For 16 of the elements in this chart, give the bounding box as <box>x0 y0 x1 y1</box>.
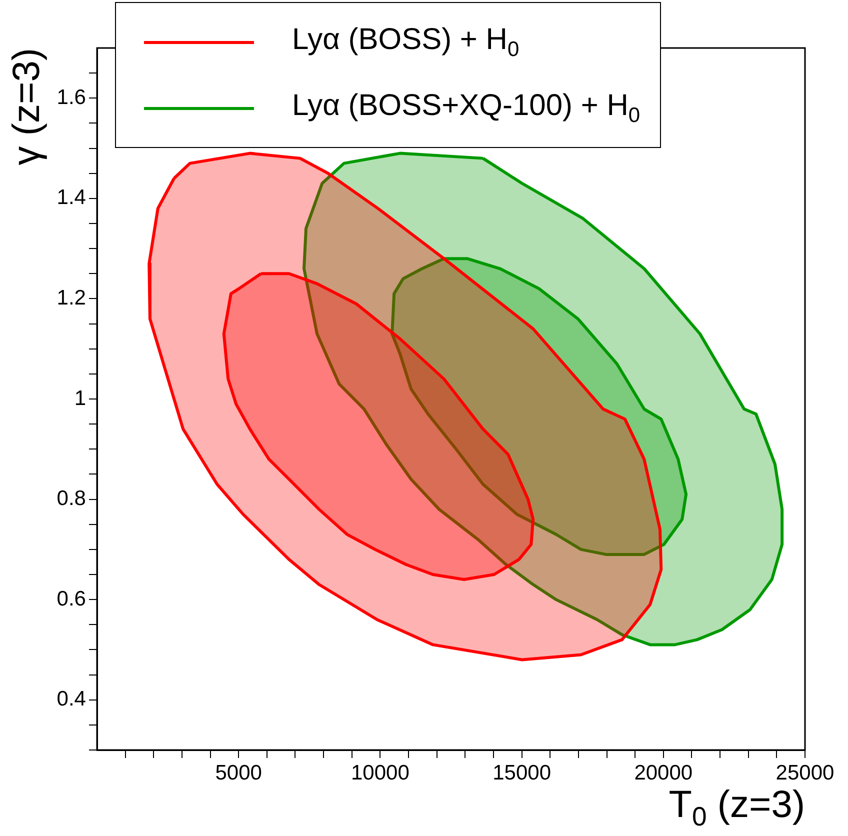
y-tick-label: 1.2 <box>56 286 86 310</box>
y-axis-title: γ (z=3) <box>6 48 48 166</box>
y-tick-label: 1.6 <box>56 86 86 109</box>
x-axis-title: T$_{0}$ (z=3) <box>668 784 805 832</box>
y-tick-label: 1 <box>74 386 86 410</box>
legend-label: Lyα (BOSS+XQ-100) + H$_{0}$ <box>292 88 640 128</box>
x-tick-label: 20000 <box>634 761 693 784</box>
y-tick-label: 1.4 <box>56 186 86 210</box>
legend-label: Lyα (BOSS) + H$_{0}$ <box>292 22 520 62</box>
y-tick-label: 0.4 <box>56 688 86 711</box>
x-tick-label: 10000 <box>350 761 410 784</box>
x-tick-label: 5000 <box>215 761 262 784</box>
y-tick-label: 0.8 <box>56 487 86 510</box>
x-tick-label: 25000 <box>776 761 834 784</box>
x-tick-label: 15000 <box>492 761 552 784</box>
y-tick-label: 0.6 <box>56 587 86 610</box>
